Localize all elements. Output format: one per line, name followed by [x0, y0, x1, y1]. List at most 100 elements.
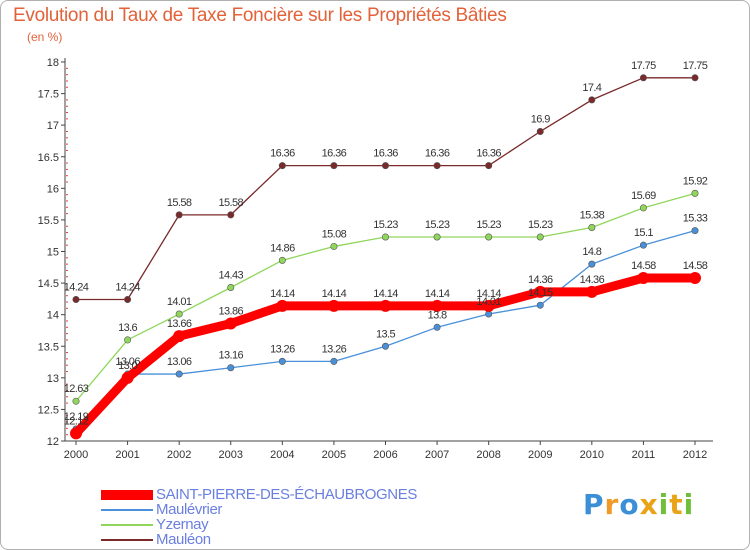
data-label: 14.14 — [373, 288, 398, 300]
data-point — [381, 233, 389, 241]
data-label: 15.23 — [528, 219, 553, 231]
x-tick-label: 2002 — [167, 449, 191, 461]
legend-item: Maulévrier — [101, 501, 481, 518]
legend-label: Yzernay — [156, 516, 209, 533]
legend-item: SAINT-PIERRE-DES-ÉCHAUBROGNES — [101, 486, 481, 503]
data-label: 14.36 — [528, 274, 553, 286]
data-label: 14.86 — [270, 242, 295, 254]
data-point — [379, 299, 392, 312]
data-label: 15.23 — [425, 219, 450, 231]
data-point — [536, 127, 544, 135]
data-label: 13.6 — [118, 322, 137, 334]
legend-swatch — [101, 524, 153, 526]
legend-item: Yzernay — [101, 516, 481, 533]
data-point — [330, 357, 338, 365]
data-point — [639, 204, 647, 212]
data-label: 14.43 — [218, 270, 243, 282]
x-tick-label: 2005 — [322, 449, 346, 461]
data-label: 14.24 — [64, 282, 89, 294]
data-point — [327, 299, 340, 312]
data-label: 16.36 — [322, 148, 347, 160]
data-point — [121, 371, 134, 384]
legend-label: Maulévrier — [156, 501, 223, 518]
chart-unit: (en %) — [27, 30, 63, 44]
x-tick-label: 2001 — [115, 449, 139, 461]
y-tick-label: 15.5 — [38, 215, 59, 227]
data-label: 14.01 — [167, 296, 192, 308]
data-point — [639, 74, 647, 82]
logo-letter: r — [604, 488, 620, 521]
data-point — [433, 323, 441, 331]
data-label: 15.58 — [167, 197, 192, 209]
data-point — [278, 256, 286, 264]
x-tick-label: 2009 — [528, 449, 552, 461]
data-point — [639, 241, 647, 249]
data-point — [381, 342, 389, 350]
data-point — [278, 162, 286, 170]
y-tick-label: 16 — [47, 183, 59, 195]
logo-letter: x — [639, 488, 659, 521]
x-tick-label: 2007 — [425, 449, 449, 461]
data-point — [72, 296, 80, 304]
y-tick-label: 16.5 — [38, 152, 59, 164]
data-point — [227, 284, 235, 292]
data-label: 15.23 — [476, 219, 501, 231]
data-label: 17.4 — [582, 82, 601, 94]
data-label: 15.08 — [322, 228, 347, 240]
x-tick-label: 2011 — [632, 449, 656, 461]
data-label: 15.38 — [580, 209, 605, 221]
data-point — [485, 162, 493, 170]
data-point — [227, 211, 235, 219]
logo-letter: i — [683, 488, 695, 521]
data-label: 15.92 — [683, 175, 708, 187]
y-tick-label: 14 — [47, 310, 59, 322]
data-label: 14.36 — [580, 274, 605, 286]
data-label: 13.66 — [167, 318, 192, 330]
data-point — [72, 397, 80, 405]
data-label: 14.14 — [425, 288, 450, 300]
data-point — [124, 336, 132, 344]
data-label: 15.1 — [634, 227, 653, 239]
data-label: 12.19 — [64, 411, 89, 423]
data-point — [175, 211, 183, 219]
data-label: 15.58 — [218, 197, 243, 209]
y-tick-label: 12.5 — [38, 404, 59, 416]
data-point — [227, 364, 235, 372]
y-tick-label: 13.5 — [38, 341, 59, 353]
data-point — [431, 299, 444, 312]
data-label: 15.33 — [683, 213, 708, 225]
data-label: 14.01 — [476, 296, 501, 308]
legend-swatch — [101, 509, 153, 511]
data-point — [224, 317, 237, 330]
data-label: 12.12 — [64, 415, 89, 427]
y-tick-label: 17 — [47, 120, 59, 132]
data-label: 13.06 — [167, 356, 192, 368]
y-tick-label: 14.5 — [38, 278, 59, 290]
data-point — [588, 96, 596, 104]
legend-swatch — [101, 539, 153, 541]
data-point — [124, 296, 132, 304]
data-point — [482, 299, 495, 312]
x-tick-label: 2000 — [64, 449, 88, 461]
x-tick-label: 2010 — [580, 449, 604, 461]
data-label: 13.16 — [218, 350, 243, 362]
data-label: 16.36 — [476, 148, 501, 160]
data-label: 13.5 — [376, 328, 395, 340]
data-point — [534, 285, 547, 298]
data-point — [276, 299, 289, 312]
data-label: 14.14 — [270, 288, 295, 300]
data-label: 16.36 — [270, 148, 295, 160]
data-point — [330, 242, 338, 250]
chart-title: Evolution du Taux de Taxe Foncière sur l… — [13, 5, 507, 26]
data-label: 16.36 — [373, 148, 398, 160]
data-point — [330, 162, 338, 170]
proxiti-logo: Proxiti — [583, 488, 694, 521]
data-point — [691, 189, 699, 197]
data-label: 15.69 — [631, 190, 656, 202]
data-label: 13.86 — [218, 306, 243, 318]
legend-label: Mauléon — [156, 531, 211, 548]
data-label: 14.14 — [322, 288, 347, 300]
logo-letter: t — [669, 488, 684, 521]
